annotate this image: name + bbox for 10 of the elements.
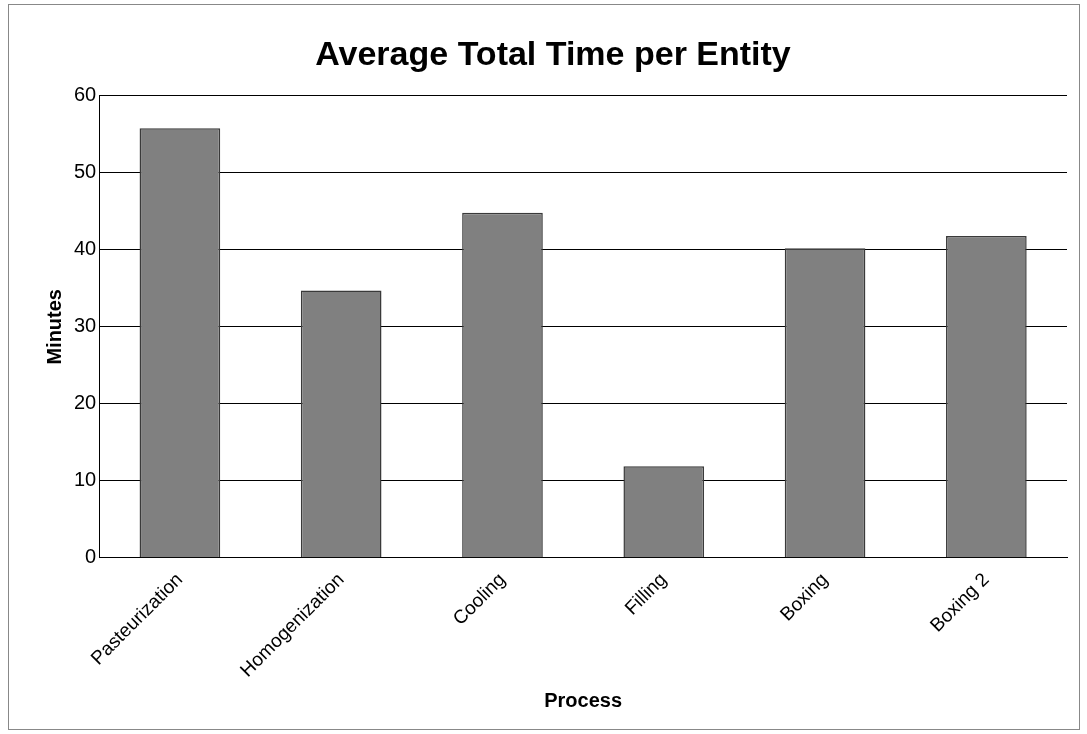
y-tick-label: 20 [74,391,97,414]
y-axis-title: Minutes [42,289,65,365]
y-tick-label: 50 [74,160,97,183]
y-tick-label: 10 [74,468,97,491]
chart-title: Average Total Time per Entity [315,33,791,72]
y-tick-label: 30 [74,314,97,337]
x-axis-title: Process [544,688,623,711]
y-tick-label: 60 [74,83,97,106]
y-tick-label: 0 [85,545,97,568]
y-tick-label: 40 [74,237,97,260]
